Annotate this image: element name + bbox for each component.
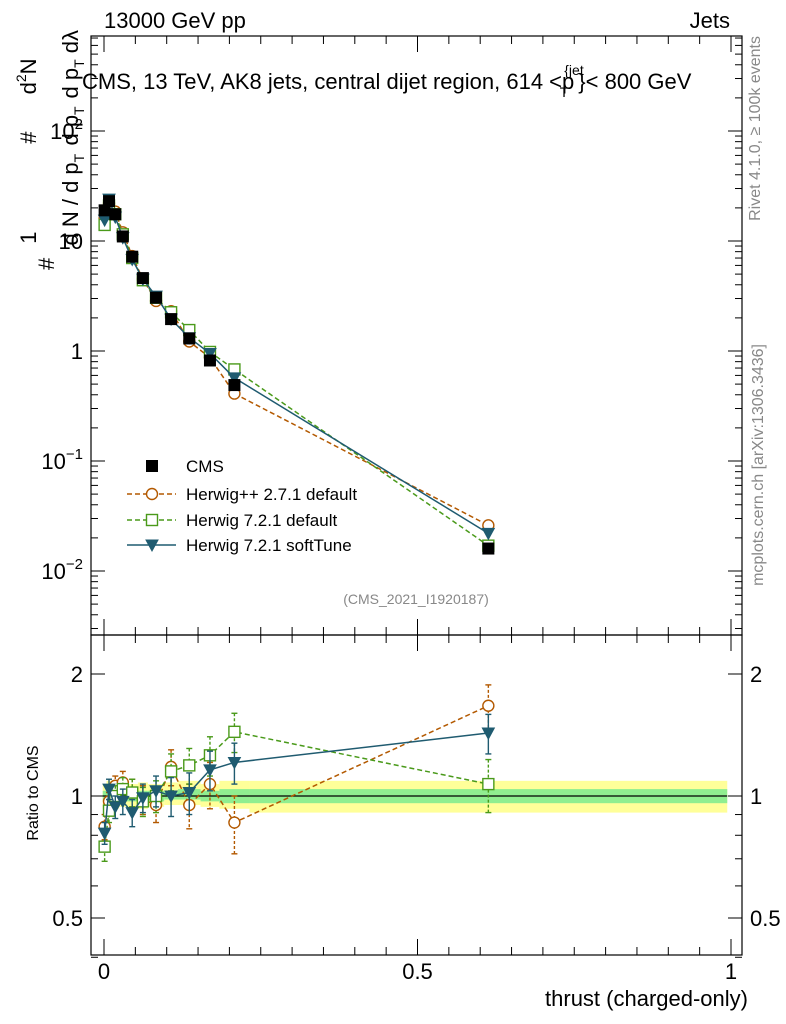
ratio-series [97, 684, 496, 863]
ylabel-den1: d N / d p [58, 162, 83, 245]
ratio-point-herwig-7-2-1-softtune [136, 792, 150, 805]
main-point-cms [126, 250, 139, 263]
analysis-tag: (CMS_2021_I1920187) [343, 591, 489, 607]
ratio-point-herwig-7-2-1-softtune [149, 785, 163, 798]
ylabel-dlambda: dλ [58, 30, 83, 53]
header-right: Jets [690, 8, 730, 33]
main-ytick-label: 10−1 [41, 446, 83, 474]
ylabel-den2: d p [58, 115, 83, 146]
main-point-cms [109, 208, 122, 221]
main-ytick-exp: −2 [66, 556, 83, 573]
ylabel-hash-1: # [34, 257, 59, 270]
plot-title-text: CMS, 13 TeV, AK8 jets, central dijet reg… [82, 69, 574, 94]
main-ytick-base: 10 [41, 449, 65, 474]
ratio-point-herwig-7-2-1-softtune [97, 827, 112, 841]
ylabel-num-n: N [16, 58, 41, 74]
main-ytick-exp: 2 [75, 116, 83, 133]
ratio-ylabel: Ratio to CMS [25, 745, 42, 840]
ratio-point-herwig-7-2-1-default [164, 765, 178, 778]
main-ylabel-text: #1 d N / d pT# d pTd2Nd pTdλ [13, 30, 87, 270]
legend-marker-cms [146, 460, 158, 472]
ratio-point-herwig-7-2-1-softtune [182, 787, 197, 800]
main-ytick-label: 102 [50, 116, 83, 144]
ylabel-num: d [16, 82, 41, 94]
ratio-xtick-label: 1 [725, 959, 737, 984]
ratio-point-herwig-2-7-1-default [482, 699, 495, 712]
main-point-herwig-7-2-1-softtune [203, 347, 217, 361]
main-ytick-base: 10 [50, 119, 74, 144]
mcplots-label: mcplots.cern.ch [arXiv:1306.3436] [750, 344, 767, 586]
ratio-point-herwig-7-2-1-default [482, 777, 495, 791]
main-point-cms [228, 379, 241, 392]
ylabel-num-sup: 2 [13, 74, 29, 82]
main-point-herwig-7-2-1-softtune [481, 527, 496, 541]
main-point-cms [150, 291, 163, 304]
ratio-point-herwig-7-2-1-softtune [227, 756, 242, 770]
ratio-point-herwig-7-2-1-default [228, 725, 241, 739]
ratio-ytick-label-left: 1 [71, 784, 83, 809]
header-left: 13000 GeV pp [104, 8, 246, 33]
plot-title: CMS, 13 TeV, AK8 jets, central dijet reg… [82, 62, 692, 100]
rivet-label: Rivet 4.1.0, ≥ 100k events [747, 36, 764, 221]
main-line-herwig-7-2-1-softtune [103, 196, 489, 534]
ratio-point-herwig-2-7-1-default [228, 816, 241, 829]
ratio-ytick-label-right: 0.5 [750, 906, 781, 931]
main-line-herwig-2-7-1-default [103, 201, 489, 527]
main-series [97, 193, 496, 555]
x-axis-label: thrust (charged-only) [545, 986, 748, 1011]
title-superscript: {jet [564, 62, 584, 78]
ratio-axes: 0.5 0.5 1 1 2 2 0 0.5 1 [52, 635, 781, 984]
title-suffix: }< 800 GeV [578, 69, 691, 94]
main-ytick-label: 10−2 [41, 556, 83, 584]
ylabel-one: 1 [16, 232, 41, 244]
main-point-cms [165, 313, 178, 326]
legend-label-cms: CMS [186, 457, 224, 476]
ratio-point-herwig-7-2-1-softtune [115, 795, 130, 809]
ratio-point-herwig-7-2-1-default [183, 759, 196, 772]
ratio-ytick-label-left: 2 [71, 662, 83, 687]
main-point-cms [183, 332, 196, 345]
legend-label-herwig-7-2-1-default: Herwig 7.2.1 default [186, 511, 337, 530]
ratio-point-herwig-7-2-1-softtune [108, 801, 123, 814]
ratio-point-herwig-7-2-1-softtune [102, 783, 116, 797]
legend-marker-herwig-2-7-1-default [145, 487, 159, 501]
ratio-point-herwig-7-2-1-softtune [164, 790, 178, 804]
ylabel-den2-sub: T [71, 106, 87, 115]
main-point-cms [103, 195, 116, 208]
legend-label-herwig-7-2-1-softtune: Herwig 7.2.1 softTune [186, 536, 352, 555]
legend: CMS Herwig++ 2.7.1 default Herwig 7.2.1 de… [127, 457, 357, 555]
legend-marker-herwig-7-2-1-default [145, 513, 159, 527]
main-point-cms [203, 354, 216, 367]
main-ytick-label: 10 [59, 229, 83, 254]
legend-label-herwig-2-7-1-default: Herwig++ 2.7.1 default [186, 485, 357, 504]
main-ytick-label: 1 [71, 339, 83, 364]
main-point-cms [116, 230, 129, 243]
ylabel-den3: d p [58, 68, 83, 99]
ratio-ytick-label-right: 2 [750, 662, 762, 687]
ratio-xtick-label: 0.5 [402, 959, 433, 984]
ratio-ytick-label-left: 0.5 [52, 906, 83, 931]
ratio-point-herwig-7-2-1-softtune [203, 764, 217, 777]
main-point-cms [136, 272, 149, 285]
ratio-point-herwig-7-2-1-softtune [125, 807, 140, 820]
title-subscript: T [560, 84, 569, 100]
main-ylabel: #1 d N / d pT# d pTd2Nd pTdλ [13, 30, 87, 270]
main-ytick-base: 10 [41, 559, 65, 584]
ratio-panel-frame [90, 634, 743, 956]
ylabel-hash-2: # [16, 131, 41, 144]
ratio-line-herwig-2-7-1-default [103, 705, 489, 827]
ratio-point-herwig-7-2-1-softtune [481, 727, 496, 741]
ratio-ytick-label-right: 1 [750, 784, 762, 809]
legend-marker-herwig-7-2-1-softtune [145, 539, 159, 553]
ylabel-den3-sub: T [71, 59, 87, 68]
main-point-herwig-7-2-1-softtune [227, 372, 242, 385]
ratio-xtick-label: 0 [98, 959, 110, 984]
ylabel-den1-sub: T [71, 153, 87, 162]
main-point-cms [482, 542, 495, 555]
main-ytick-exp: −1 [66, 446, 83, 463]
